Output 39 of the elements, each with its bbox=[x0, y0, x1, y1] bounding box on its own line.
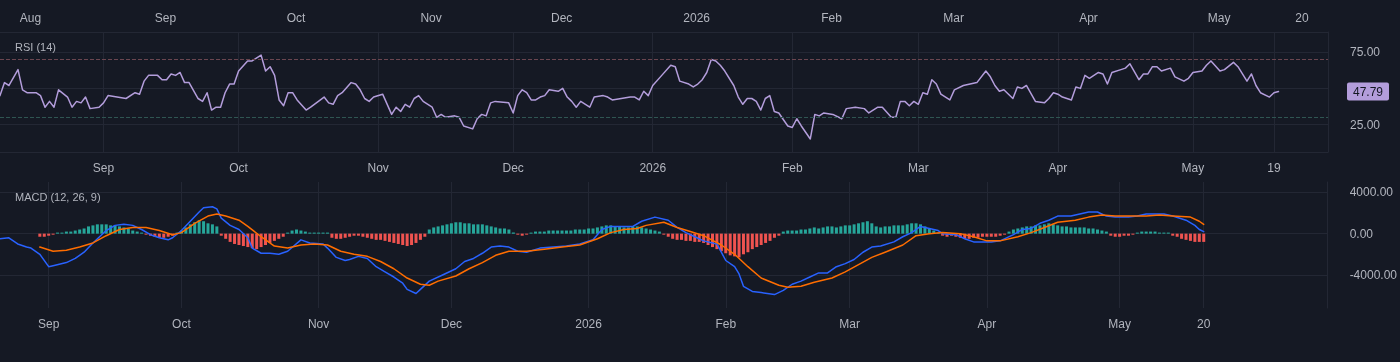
x-tick-label: 2026 bbox=[639, 161, 667, 175]
x2-tick-label: Dec bbox=[551, 11, 573, 25]
x-tick-label: Apr bbox=[1048, 161, 1068, 175]
x2-tick-label: Feb bbox=[821, 11, 843, 25]
x-tick-label: Oct bbox=[172, 317, 192, 331]
x-tick-label: Nov bbox=[307, 317, 330, 331]
x-tick-label: Dec bbox=[502, 161, 524, 175]
x-tick-label: 19 bbox=[1267, 161, 1281, 175]
x2-tick-label: Apr bbox=[1079, 11, 1098, 25]
y-tick-label: -4000.00 bbox=[1349, 267, 1398, 282]
x-tick-label: May bbox=[1108, 317, 1131, 331]
x2-tick-label: Aug bbox=[19, 11, 42, 25]
x-tick-label: Dec bbox=[440, 317, 463, 331]
x-tick-label: 20 bbox=[1197, 317, 1211, 331]
x2-tick-label: May bbox=[1207, 11, 1231, 25]
y-tick-label: 25.00 bbox=[1350, 117, 1381, 132]
x-tick-label: Mar bbox=[839, 317, 861, 331]
x-tick-label: Apr bbox=[977, 317, 997, 331]
x-tick-label: Oct bbox=[229, 161, 249, 175]
x-tick-label: Sep bbox=[92, 161, 115, 175]
x-tick-label: Sep bbox=[38, 317, 60, 331]
x2-tick-label: Sep bbox=[154, 11, 177, 25]
x-tick-label: Feb bbox=[715, 317, 737, 331]
y-tick-label: 75.00 bbox=[1350, 45, 1381, 60]
y-tick-label: 4000.00 bbox=[1349, 185, 1394, 200]
x-tick-label: May bbox=[1181, 161, 1205, 175]
y-tick-label: 0.00 bbox=[1349, 226, 1374, 241]
text: MACD (12, 26, 9) bbox=[15, 190, 101, 203]
text: RSI (14) bbox=[15, 40, 56, 53]
text: 47.79 bbox=[1352, 84, 1384, 99]
x-tick-label: Mar bbox=[908, 161, 929, 175]
x2-tick-label: 2026 bbox=[683, 11, 711, 25]
x2-tick-label: 20 bbox=[1295, 11, 1309, 25]
x2-tick-label: Nov bbox=[420, 11, 442, 25]
x-tick-label: Nov bbox=[367, 161, 389, 175]
x-tick-label: Feb bbox=[781, 161, 803, 175]
x2-tick-label: Mar bbox=[943, 11, 964, 25]
x2-tick-label: Oct bbox=[286, 11, 307, 25]
x-tick-label: 2026 bbox=[575, 317, 603, 331]
